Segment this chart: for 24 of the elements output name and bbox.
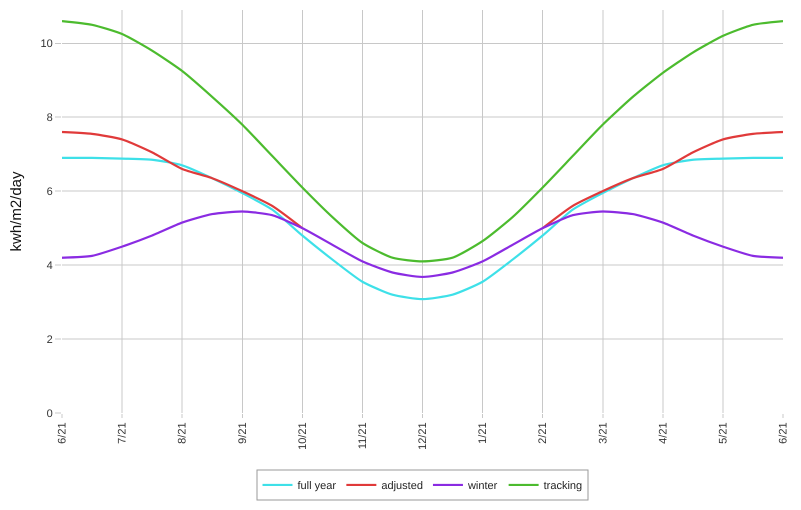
x-tick-label: 1/21 xyxy=(477,422,490,444)
x-tick-label: 6/21 xyxy=(778,422,790,444)
x-tick-label: 6/21 xyxy=(56,422,69,444)
x-tick-label: 7/21 xyxy=(116,422,129,444)
y-tick-label: 6 xyxy=(46,186,53,198)
x-tick-label: 5/21 xyxy=(717,422,730,444)
x-tick-label: 12/21 xyxy=(417,422,430,450)
y-tick-label: 2 xyxy=(46,334,53,346)
x-tick-label: 4/21 xyxy=(657,422,670,444)
x-tick-label: 10/21 xyxy=(296,422,309,450)
x-tick-label: 9/21 xyxy=(236,422,249,444)
y-tick-label: 8 xyxy=(46,112,53,124)
legend-label: winter xyxy=(466,480,498,492)
x-tick-label: 11/21 xyxy=(356,422,369,450)
legend-label: full year xyxy=(298,480,336,492)
legend-label: adjusted xyxy=(381,480,423,492)
y-axis-title: kwh/m2/day xyxy=(8,170,25,252)
legend-label: tracking xyxy=(544,480,582,492)
x-tick-label: 2/21 xyxy=(537,422,550,444)
x-tick-label: 3/21 xyxy=(597,422,610,444)
y-tick-label: 10 xyxy=(40,38,53,50)
y-tick-label: 4 xyxy=(46,260,53,272)
y-tick-label: 0 xyxy=(46,408,53,420)
x-tick-label: 8/21 xyxy=(176,422,189,444)
